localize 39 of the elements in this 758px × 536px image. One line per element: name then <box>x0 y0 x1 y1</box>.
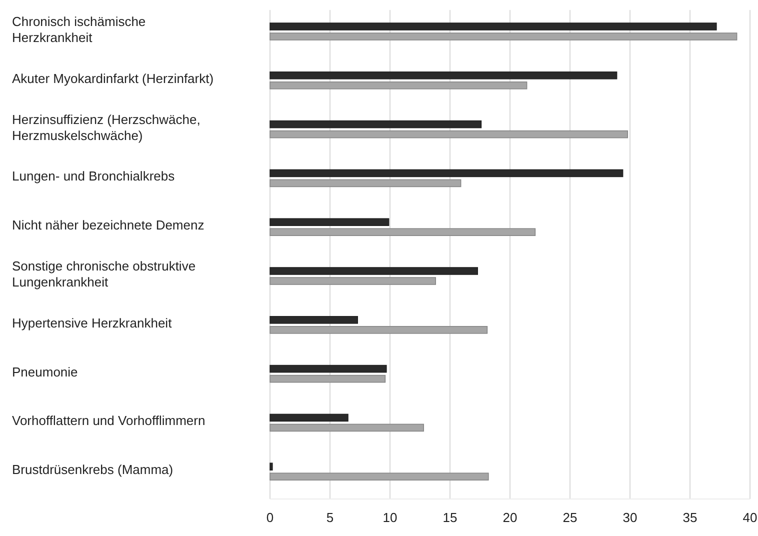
y-tick-label: Lungen- und Bronchialkrebs <box>12 168 176 184</box>
bar <box>270 179 462 188</box>
bar <box>270 364 387 373</box>
x-tick-label: 10 <box>382 510 398 526</box>
bar <box>270 32 738 40</box>
x-tick-label: 15 <box>442 510 458 526</box>
bar <box>270 22 717 30</box>
bar <box>270 462 273 470</box>
bar <box>270 130 628 138</box>
bar <box>270 414 348 422</box>
x-tick-label: 0 <box>266 510 274 526</box>
x-tick-label: 40 <box>742 510 758 526</box>
y-tick-label: Sonstige chronische obstruktive Lungenkrankheit <box>12 258 196 290</box>
y-tick-label: Hypertensive Herzkrankheit <box>12 315 172 330</box>
bar <box>270 218 390 226</box>
y-tick-label: Brustdrüsenkrebs (Mamma) <box>12 462 174 478</box>
x-tick-label: 20 <box>502 510 518 526</box>
bar <box>270 316 358 324</box>
bar <box>270 472 489 480</box>
bar <box>270 72 618 80</box>
bar <box>270 228 536 236</box>
bar <box>270 120 482 128</box>
x-tick-label: 5 <box>326 510 334 526</box>
x-tick-label: 35 <box>682 510 698 526</box>
bar <box>270 267 478 275</box>
y-tick-label: Vorhofflattern und Vorhofflimmern <box>12 413 206 428</box>
y-tick-label: Chronisch ischämische Herzkrankheit <box>12 14 146 45</box>
bar <box>270 82 528 90</box>
y-tick-label: Herzinsuffizienz (Herzschwäche, Herzmuskelschwäche) <box>12 112 200 143</box>
y-tick-label: Pneumonie <box>12 364 78 380</box>
bar <box>270 424 424 432</box>
bar <box>270 326 488 334</box>
x-tick-label: 30 <box>622 510 638 526</box>
y-tick-label: Akuter Myokardinfarkt (Herzinfarkt) <box>12 70 214 86</box>
bar <box>270 169 624 178</box>
bar <box>270 277 436 285</box>
x-tick-label: 25 <box>562 510 578 526</box>
y-tick-label: Nicht näher bezeichnete Demenz <box>12 218 204 233</box>
bar <box>270 374 386 383</box>
